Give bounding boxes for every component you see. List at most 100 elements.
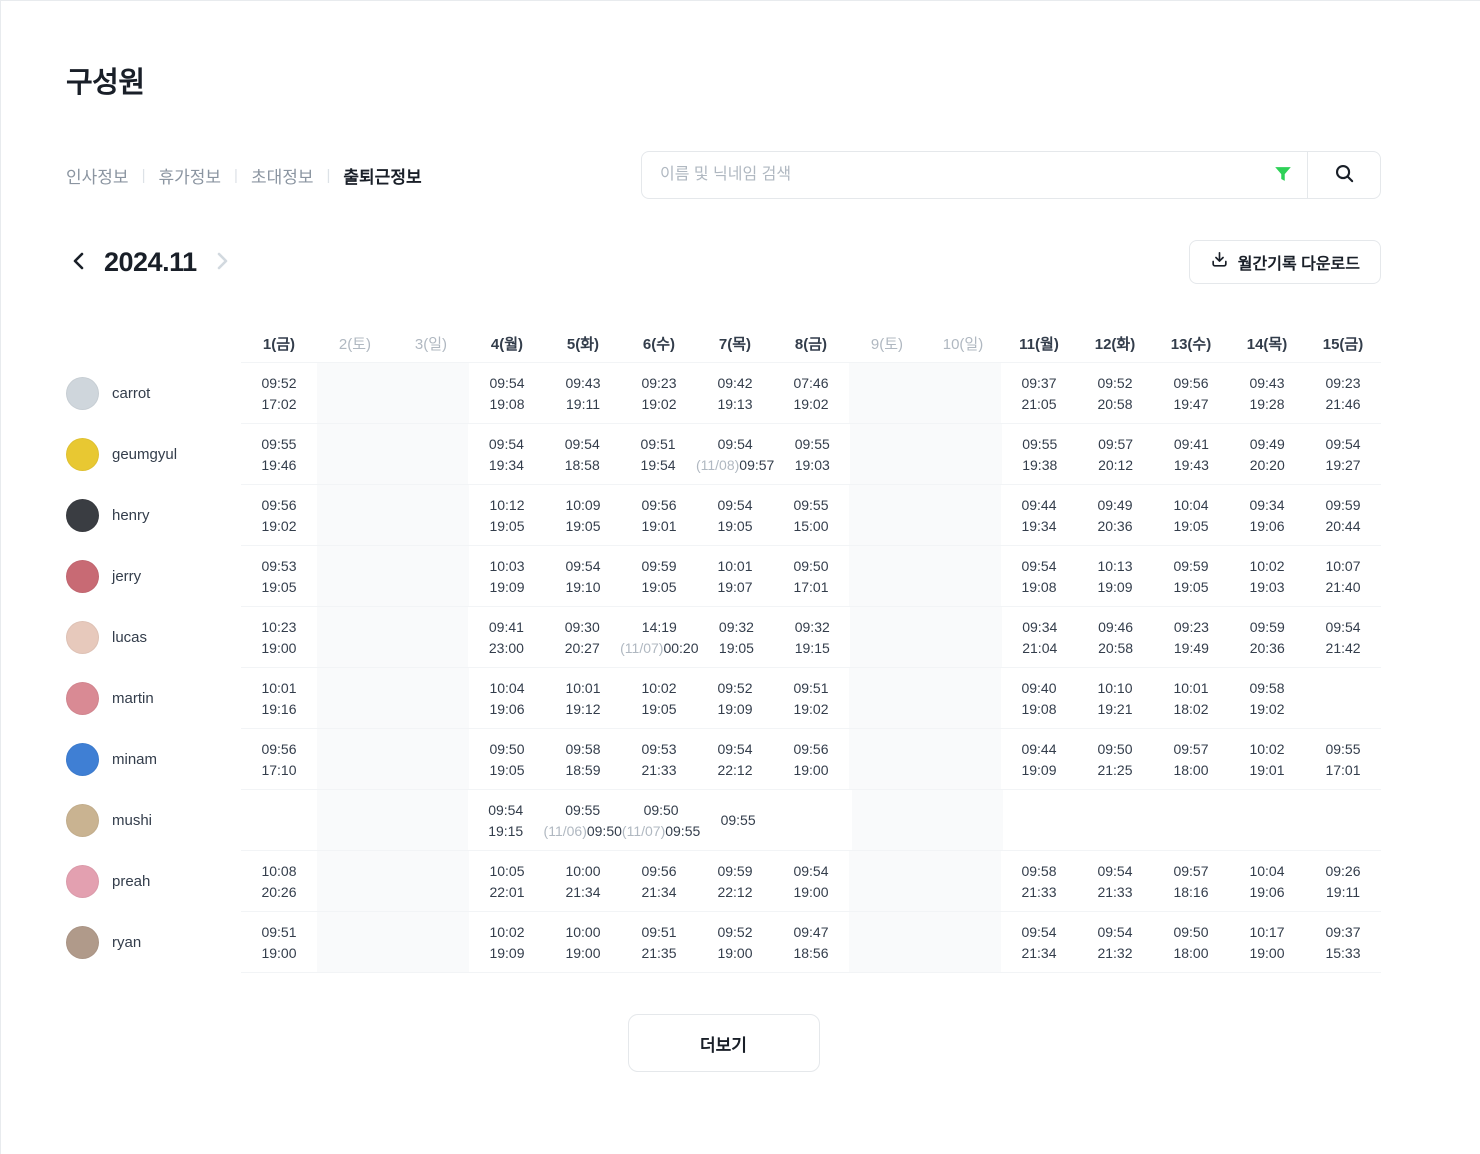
check-out-time-value: 19:02 [641,395,677,412]
check-out-time: 19:03 [1249,577,1284,598]
check-in-time-value: 09:49 [1249,435,1285,452]
check-out-time: 21:04 [1022,638,1057,659]
check-in-time: 14:19 [642,617,677,638]
check-in-time-value: 07:46 [793,374,829,391]
attendance-cell: 09:59 20:36 [1229,607,1305,668]
member-name-cell: mushi [66,790,241,851]
check-out-time: 22:01 [489,882,524,903]
check-in-time-value: 09:54 [488,801,524,818]
check-out-time: 20:58 [1098,638,1133,659]
check-out-time-value: 19:00 [565,944,601,961]
attendance-cell: 09:58 19:02 [1229,668,1305,729]
attendance-cell: 09:59 19:05 [621,546,697,607]
attendance-cell: 09:55 17:01 [1305,729,1381,790]
check-in-time: 09:54 [489,373,524,394]
avatar [66,804,99,837]
check-in-time: 09:55 [261,434,296,455]
check-in-time: 09:23 [641,373,676,394]
check-in-time: 09:55 [721,810,756,831]
download-monthly-record-button[interactable]: 월간기록 다운로드 [1188,240,1381,284]
check-out-time: 19:02 [793,394,828,415]
member-name: jerry [112,568,142,585]
attendance-cell: 09:52 19:00 [697,912,773,973]
check-out-time-value: 18:58 [564,456,600,473]
attendance-cell: 09:50 (11/07) 09:55 [622,790,700,851]
check-out-time: 19:11 [1326,882,1360,903]
check-out-time-value: 19:02 [793,395,829,412]
check-out-time: 19:49 [1174,638,1209,659]
check-in-time: 09:59 [1173,556,1208,577]
check-out-time: 19:06 [489,699,524,720]
check-out-time-value: 19:11 [566,395,600,412]
check-in-time: 09:56 [641,495,676,516]
check-in-time-value: 09:23 [641,374,677,391]
check-in-time-value: 09:55 [261,435,297,452]
member-row: carrot 09:52 17:02 09:54 19:08 09:43 19:11 09:2… [66,363,1381,424]
check-in-time-value: 09:54 [488,435,524,452]
check-in-time: 09:54 [565,556,600,577]
check-out-time: 21:33 [1097,882,1132,903]
check-out-time: 19:08 [1021,699,1056,720]
avatar [66,682,99,715]
attendance-cell: 10:04 19:06 [469,668,545,729]
next-month-button[interactable] [209,248,235,277]
tab-attendance-info[interactable]: 출퇴근정보 [343,167,422,187]
check-out-time: 19:02 [793,699,828,720]
check-in-time-value: 10:00 [565,862,601,879]
day-header: 14(목) [1246,335,1288,353]
attendance-cell: 10:00 19:00 [545,912,621,973]
check-in-time: 10:23 [261,617,296,638]
more-button[interactable]: 더보기 [627,1014,820,1072]
check-in-time: 09:54 [1326,434,1361,455]
check-out-time-value: 21:05 [1021,395,1057,412]
check-in-time: 09:43 [565,373,600,394]
member-name-cell: jerry [66,546,241,607]
check-in-time: 09:49 [1250,434,1285,455]
attendance-cell: 09:51 19:02 [773,668,849,729]
attendance-cell [850,424,927,485]
check-in-time-value: 09:51 [261,923,297,940]
check-in-time-value: 09:23 [1173,618,1209,635]
check-in-time-value: 10:01 [717,557,753,574]
attendance-cell: 09:23 19:49 [1154,607,1230,668]
attendance-cell: 09:52 19:09 [697,668,773,729]
tab-vacation-info[interactable]: 휴가정보 [158,167,222,187]
check-in-time: 09:44 [1021,495,1056,516]
prev-month-button[interactable] [66,248,92,277]
search-box [641,151,1381,199]
attendance-cell: 10:00 21:34 [545,851,621,912]
check-out-time: 19:05 [489,760,524,781]
check-out-time-value: 19:47 [1173,395,1209,412]
filter-button[interactable] [1259,152,1307,198]
check-in-time-value: 09:54 [717,496,753,513]
avatar [66,743,99,776]
tab-invite-info[interactable]: 초대정보 [250,167,314,187]
attendance-cell [393,363,469,424]
check-out-time: 19:05 [641,699,676,720]
check-in-time-value: 10:02 [489,923,525,940]
members-page: 구성원 인사정보 | 휴가정보 | 초대정보 | 출퇴근정보 [1,59,1480,1072]
check-in-time: 10:07 [1325,556,1360,577]
search-input[interactable] [642,152,1259,198]
attendance-cell: 09:55 19:03 [774,424,850,485]
check-out-time: 19:02 [641,394,676,415]
attendance-cell: 09:51 19:00 [241,912,317,973]
check-out-time: 19:07 [717,577,752,598]
member-row: ryan 09:51 19:00 10:02 19:09 10:00 19:00 09:51 2… [66,912,1381,973]
day-header: 2(토) [338,335,372,353]
day-header: 4(월) [490,335,524,353]
search-button[interactable] [1308,152,1380,198]
check-out-time-value: 19:01 [1249,761,1285,778]
check-out-time-value: 19:28 [1249,395,1285,412]
check-out-time: 19:05 [719,638,754,659]
check-out-time-value: 22:12 [717,883,753,900]
check-in-time: 09:52 [717,922,752,943]
check-in-time-value: 09:43 [565,374,601,391]
check-in-time: 09:50 [793,556,828,577]
check-out-time: 19:05 [1173,516,1208,537]
member-name: ryan [112,934,142,951]
member-name-cell: ryan [66,912,241,973]
tab-hr-info[interactable]: 인사정보 [66,167,129,187]
check-out-time: 20:36 [1250,638,1285,659]
check-in-time-value: 09:47 [793,923,829,940]
